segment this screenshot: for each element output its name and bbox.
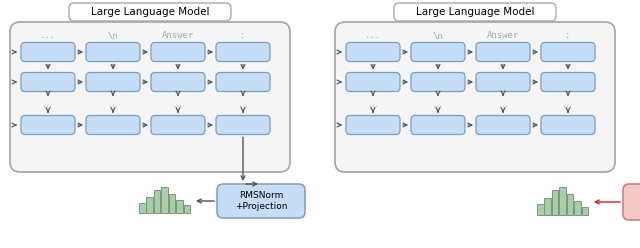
- FancyBboxPatch shape: [346, 116, 400, 134]
- Text: Answer: Answer: [162, 31, 194, 40]
- Bar: [545, 198, 551, 215]
- FancyBboxPatch shape: [541, 42, 595, 62]
- Text: ...: ...: [365, 31, 381, 40]
- FancyBboxPatch shape: [216, 42, 270, 62]
- FancyBboxPatch shape: [151, 72, 205, 92]
- FancyBboxPatch shape: [411, 42, 465, 62]
- Text: \n: \n: [108, 31, 118, 40]
- Text: ...: ...: [44, 99, 52, 109]
- FancyBboxPatch shape: [476, 116, 530, 134]
- Text: Large Language Model: Large Language Model: [416, 7, 534, 17]
- Text: :: :: [565, 31, 571, 40]
- Bar: [147, 197, 153, 213]
- Bar: [176, 200, 182, 213]
- FancyBboxPatch shape: [86, 116, 140, 134]
- Bar: [552, 190, 558, 215]
- FancyBboxPatch shape: [346, 72, 400, 92]
- Text: ...: ...: [563, 99, 573, 109]
- Text: ...: ...: [40, 31, 56, 40]
- Text: RMSNorm
+Projection: RMSNorm +Projection: [235, 191, 287, 211]
- Bar: [582, 207, 588, 215]
- Bar: [169, 193, 175, 213]
- Text: Answer: Answer: [487, 31, 519, 40]
- FancyBboxPatch shape: [21, 116, 75, 134]
- FancyBboxPatch shape: [346, 42, 400, 62]
- FancyBboxPatch shape: [69, 3, 231, 21]
- Text: Large Language Model: Large Language Model: [91, 7, 209, 17]
- Bar: [161, 187, 168, 213]
- Text: ...: ...: [239, 99, 248, 109]
- Text: ...: ...: [499, 99, 508, 109]
- FancyBboxPatch shape: [21, 72, 75, 92]
- Bar: [139, 203, 145, 213]
- Bar: [559, 187, 566, 215]
- FancyBboxPatch shape: [411, 72, 465, 92]
- Text: ...: ...: [369, 99, 378, 109]
- Text: ...: ...: [173, 99, 182, 109]
- FancyBboxPatch shape: [217, 184, 305, 218]
- Bar: [154, 190, 161, 213]
- FancyBboxPatch shape: [216, 116, 270, 134]
- Text: :: :: [240, 31, 246, 40]
- FancyBboxPatch shape: [21, 42, 75, 62]
- FancyBboxPatch shape: [335, 22, 615, 172]
- FancyBboxPatch shape: [151, 116, 205, 134]
- FancyBboxPatch shape: [623, 184, 640, 220]
- Bar: [184, 205, 190, 213]
- Text: ...: ...: [109, 99, 118, 109]
- FancyBboxPatch shape: [411, 116, 465, 134]
- Bar: [566, 194, 573, 215]
- Bar: [574, 201, 580, 215]
- Bar: [537, 204, 543, 215]
- FancyBboxPatch shape: [476, 72, 530, 92]
- FancyBboxPatch shape: [86, 42, 140, 62]
- FancyBboxPatch shape: [541, 116, 595, 134]
- Text: ...: ...: [433, 99, 442, 109]
- FancyBboxPatch shape: [86, 72, 140, 92]
- FancyBboxPatch shape: [10, 22, 290, 172]
- FancyBboxPatch shape: [541, 72, 595, 92]
- FancyBboxPatch shape: [394, 3, 556, 21]
- FancyBboxPatch shape: [476, 42, 530, 62]
- FancyBboxPatch shape: [151, 42, 205, 62]
- Text: \n: \n: [433, 31, 444, 40]
- FancyBboxPatch shape: [216, 72, 270, 92]
